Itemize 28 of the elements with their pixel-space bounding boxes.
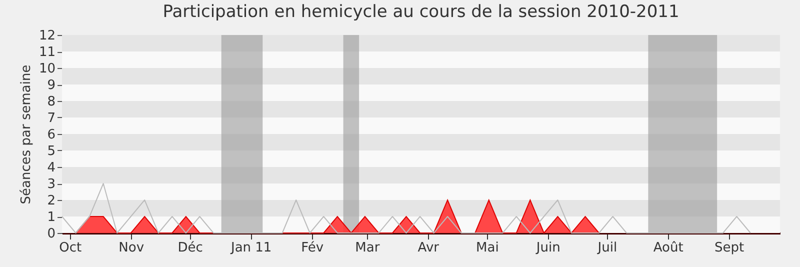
y-tick-label: 4	[47, 160, 56, 176]
y-tick-label: 7	[47, 111, 56, 126]
x-tick-label: Sept	[714, 240, 744, 256]
x-tick-label: Avr	[418, 240, 440, 256]
y-tick-label: 1	[47, 210, 56, 225]
y-tick-label: 8	[47, 94, 56, 110]
y-tick-label: 0	[47, 226, 56, 242]
x-tick-label: Mar	[355, 240, 380, 256]
x-tick-label: Nov	[118, 240, 144, 256]
y-tick-label: 2	[47, 194, 56, 208]
y-tick-label: 12	[38, 28, 56, 44]
x-tick-label: Jan 11	[230, 240, 272, 256]
y-tick-label: 3	[47, 177, 56, 192]
line-series	[62, 183, 751, 234]
y-tick-label: 5	[47, 144, 56, 159]
x-tick-label: Fév	[301, 240, 324, 256]
x-tick-label: Août	[653, 240, 684, 256]
y-tick-label: 9	[47, 78, 56, 93]
chart-title: Participation en hemicycle au cours de la session 2010-2011	[162, 2, 680, 22]
y-tick-label: 10	[38, 62, 56, 76]
x-tick-label: Oct	[59, 240, 82, 256]
y-tick-label: 6	[47, 128, 56, 142]
y-axis-title: Séances par semaine	[18, 64, 34, 204]
y-tick-label: 11	[38, 45, 56, 60]
x-tick-label: Déc	[178, 240, 203, 256]
x-tick-label: Mai	[476, 240, 499, 256]
x-tick-label: Juin	[535, 240, 560, 256]
x-tick-label: Juil	[596, 240, 618, 256]
